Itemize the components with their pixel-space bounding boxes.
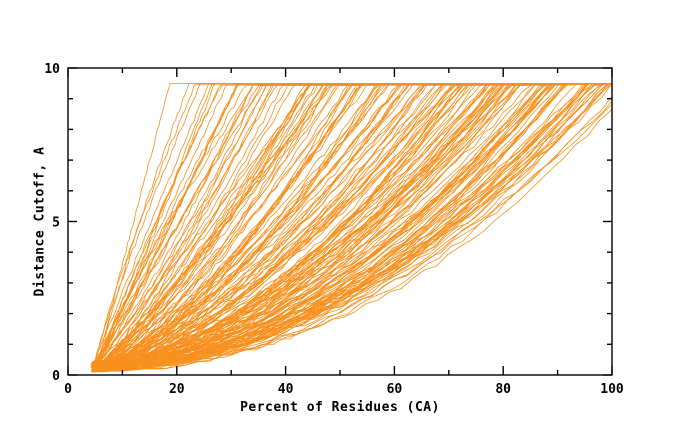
data-curve: [96, 82, 612, 368]
data-curve: [93, 82, 612, 365]
data-curve: [94, 82, 612, 367]
y-tick-label: 5: [52, 216, 60, 231]
data-curve: [94, 82, 612, 364]
data-curve: [92, 82, 612, 368]
data-curve: [93, 82, 612, 370]
data-curve: [98, 82, 612, 364]
data-curve: [96, 82, 612, 365]
x-tick-label: 100: [600, 382, 624, 397]
data-curve: [96, 82, 612, 371]
data-curve: [92, 82, 612, 366]
data-curve: [97, 82, 612, 366]
x-tick-label: 40: [278, 382, 294, 397]
data-curve: [97, 82, 612, 370]
x-tick-label: 60: [387, 382, 403, 397]
data-curve: [91, 82, 612, 365]
data-curve: [97, 82, 612, 371]
data-curve: [97, 82, 612, 370]
data-curve: [98, 82, 612, 368]
data-curve: [92, 82, 612, 363]
y-tick-label: 10: [44, 62, 60, 77]
data-curve: [94, 82, 612, 366]
data-curve: [94, 82, 612, 371]
data-curve: [92, 82, 612, 364]
data-curve: [93, 82, 612, 373]
x-tick-label: 20: [169, 382, 185, 397]
data-curve: [92, 82, 612, 371]
data-curve: [93, 82, 612, 368]
data-curve: [93, 82, 612, 368]
y-tick-label: 0: [52, 369, 60, 384]
axis-ticks: [67, 67, 613, 376]
data-curve: [94, 82, 612, 367]
data-curve: [91, 82, 612, 362]
data-curve: [95, 82, 612, 369]
x-tick-label: 0: [64, 382, 72, 397]
data-curve: [93, 82, 612, 365]
data-curves: [90, 82, 612, 373]
data-curve: [95, 82, 612, 370]
data-curve: [93, 82, 612, 365]
data-curve: [92, 82, 612, 373]
x-tick-label: 80: [495, 382, 511, 397]
data-curve: [93, 82, 612, 369]
data-curve: [94, 85, 612, 371]
data-curve: [93, 82, 612, 363]
x-axis-label: Percent of Residues (CA): [240, 400, 440, 415]
data-curve: [95, 82, 612, 366]
data-curve: [93, 82, 612, 367]
data-curve: [91, 82, 612, 367]
data-curve: [91, 82, 612, 371]
data-curve: [98, 82, 612, 367]
data-curve: [92, 82, 612, 367]
data-curve: [98, 82, 612, 371]
data-curve: [96, 82, 612, 369]
data-curve: [92, 82, 612, 367]
axis-tick-labels: 0 20 40 60 80 100 0 5 10: [44, 62, 624, 397]
data-curve: [99, 82, 612, 365]
data-curve: [91, 82, 612, 366]
data-curve: [94, 82, 612, 365]
data-curve: [92, 82, 612, 368]
data-curve: [97, 82, 612, 364]
y-axis-label: Distance Cutoff, A: [32, 146, 48, 297]
data-curve: [90, 82, 612, 364]
data-curve: [92, 82, 612, 371]
data-curve: [98, 82, 612, 367]
data-curve: [98, 82, 612, 367]
data-curve: [94, 82, 612, 365]
data-curve: [93, 82, 612, 372]
